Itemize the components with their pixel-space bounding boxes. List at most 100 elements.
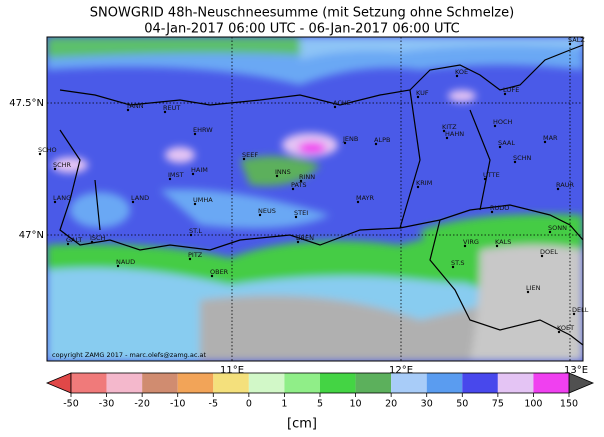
- place-label: KOET: [557, 324, 574, 332]
- place-marker: [374, 142, 378, 146]
- place-marker: [294, 215, 298, 219]
- place-marker: [191, 172, 195, 176]
- colorbar-segment: [497, 373, 534, 393]
- place-label: STEI: [294, 209, 308, 217]
- place-marker: [493, 124, 497, 128]
- map-area: copyright ZAMG 2017 - marc.olefs@zamg.ac…: [47, 37, 583, 361]
- colorbar-tick-label: -20: [134, 399, 150, 410]
- place-label: ALPB: [374, 136, 390, 144]
- place-marker: [53, 200, 57, 204]
- colorbar-tick-label: 1: [281, 399, 287, 410]
- colorbar-tick-label: -10: [170, 399, 186, 410]
- colorbar-segment: [177, 373, 214, 393]
- colorbar-segment: [355, 373, 392, 393]
- place-marker: [38, 152, 42, 156]
- place-marker: [116, 264, 120, 268]
- place-label: IMST: [168, 171, 184, 179]
- colorbar-segment: [142, 373, 178, 393]
- place-marker: [455, 74, 459, 78]
- place-marker: [53, 167, 57, 171]
- place-marker: [275, 174, 279, 178]
- colorbar-tick-label: 30: [421, 399, 433, 410]
- place-label: LIEN: [526, 284, 541, 292]
- colorbar-tick-label: 100: [524, 399, 542, 410]
- place-marker: [210, 274, 214, 278]
- place-label: JENB: [342, 135, 358, 143]
- place-marker: [188, 257, 192, 261]
- place-label: EHRW: [193, 126, 213, 134]
- colorbar: -50 -30 -20 -10 -5 0 1 5 10 20 30 50 75 100 150[cm]: [45, 372, 595, 432]
- place-label: LAND: [131, 194, 149, 202]
- colorbar-segment: [462, 373, 498, 393]
- colorbar-under: [45, 372, 72, 394]
- place-label: INNS: [275, 168, 291, 176]
- lat-label: 47.5°N: [9, 98, 44, 109]
- place-marker: [540, 254, 544, 258]
- place-label: TANN: [125, 102, 144, 110]
- place-marker: [90, 240, 94, 244]
- place-marker: [557, 330, 561, 334]
- place-label: RUDO: [490, 204, 509, 212]
- place-marker: [503, 92, 507, 96]
- colorbar-tick-label: -50: [63, 399, 79, 410]
- colorbar-segment: [320, 373, 356, 393]
- place-marker: [168, 177, 172, 181]
- place-label: KUF: [416, 89, 429, 97]
- place-label: LANG: [53, 194, 71, 202]
- place-label: LOFE: [503, 86, 519, 94]
- colorbar-segment: [426, 373, 463, 393]
- colorbar-segment: [391, 373, 427, 393]
- lon-label: 13°E: [564, 365, 588, 376]
- place-label: HAIM: [191, 166, 208, 174]
- colorbar-tick-label: 75: [492, 399, 504, 410]
- place-label: KOE: [455, 68, 468, 76]
- place-marker: [131, 200, 135, 204]
- colorbar-tick-label: 50: [456, 399, 468, 410]
- place-label: REUT: [163, 104, 180, 112]
- colorbar-tick-label: 150: [560, 399, 578, 410]
- colorbar-segment: [284, 373, 320, 393]
- place-label: PATS: [291, 181, 307, 189]
- place-label: SCHN: [513, 154, 532, 162]
- place-marker: [242, 157, 246, 161]
- place-label: GALT: [66, 236, 82, 244]
- colorbar-segment: [213, 373, 249, 393]
- place-marker: [299, 179, 303, 183]
- place-label: PITZ: [188, 251, 203, 259]
- lon-label: 12°E: [389, 365, 413, 376]
- place-marker: [343, 141, 347, 145]
- place-label: DOEL: [540, 248, 558, 256]
- place-marker: [416, 185, 420, 189]
- place-label: BREN: [296, 234, 314, 242]
- place-label: ST.L: [189, 227, 202, 235]
- place-label: NAUD: [116, 258, 135, 266]
- place-label: SONN: [548, 224, 567, 232]
- place-label: SEEF: [242, 151, 258, 159]
- place-label: SAAL: [498, 139, 515, 147]
- place-label: RAUR: [556, 181, 574, 189]
- place-marker: [568, 42, 572, 46]
- place-marker: [333, 105, 337, 109]
- place-label: SCHO: [38, 146, 57, 154]
- place-label: SCHR: [53, 161, 72, 169]
- place-label: HAHN: [445, 130, 464, 138]
- place-marker: [163, 110, 167, 114]
- colorbar-segment: [106, 373, 143, 393]
- place-marker: [193, 132, 197, 136]
- place-marker: [543, 140, 547, 144]
- place-label: RINN: [299, 173, 315, 181]
- place-label: MAYR: [356, 194, 375, 202]
- colorbar-segment: [248, 373, 285, 393]
- place-label: ST.S: [451, 259, 465, 267]
- place-marker: [548, 230, 552, 234]
- place-marker: [442, 129, 446, 133]
- place-marker: [526, 290, 530, 294]
- title: SNOWGRID 48h-Neuschneesumme (mit Setzung…: [90, 6, 514, 21]
- map-frame: [46, 36, 584, 362]
- place-label: DELL: [572, 306, 589, 314]
- place-marker: [445, 136, 449, 140]
- place-label: HOCH: [493, 118, 513, 126]
- places: SALZ KOE KUF LOFE TANN REUT ACHE EHRW JENB ALPB KI…: [38, 36, 589, 334]
- colorbar-tick-label: -30: [99, 399, 115, 410]
- place-marker: [416, 95, 420, 99]
